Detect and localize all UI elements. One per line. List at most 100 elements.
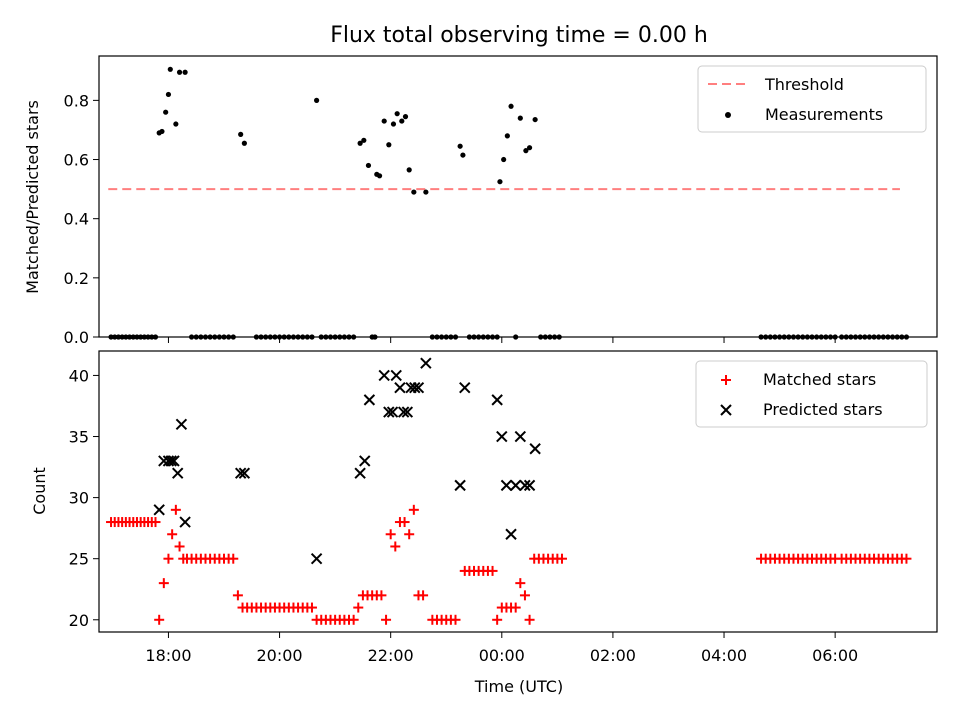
cross-b <box>179 516 191 528</box>
cross-b <box>401 406 414 418</box>
measurement-point <box>508 103 514 109</box>
measurement-point <box>381 118 387 124</box>
predicted-point <box>383 406 395 418</box>
predicted-points <box>153 357 541 565</box>
predicted-point <box>179 516 191 528</box>
matched-point <box>163 553 174 564</box>
matched-point <box>390 541 401 552</box>
top-y-tick-label: 0.2 <box>64 269 89 288</box>
top-y-tick-label: 0.8 <box>64 91 89 110</box>
bottom-y-tick-label: 25 <box>69 550 89 569</box>
predicted-point <box>505 528 517 540</box>
matched-point <box>399 517 410 528</box>
cross-b <box>523 479 536 492</box>
cross-b <box>359 455 371 467</box>
bottom-panel: 20 25 30 35 40 18:00 20:00 22:00 00:00 02:00 04:0… <box>30 350 938 696</box>
predicted-point <box>175 418 188 431</box>
measurement-point <box>526 145 533 151</box>
matched-point <box>376 590 387 601</box>
predicted-point <box>354 467 366 479</box>
measurement-point <box>376 173 383 179</box>
matched-point <box>901 553 912 564</box>
cross-b <box>175 418 188 431</box>
cross-b <box>390 369 402 382</box>
legend-matched-swatch <box>721 375 731 385</box>
predicted-point <box>172 467 184 479</box>
cross-b <box>234 467 247 479</box>
top-y-tick-label: 0.0 <box>64 328 89 347</box>
measurement-point <box>402 114 409 120</box>
cross-b <box>409 381 421 394</box>
measurement-point <box>399 118 405 124</box>
matched-point <box>450 614 461 625</box>
cross-b <box>491 394 503 406</box>
measurement-point <box>361 137 367 143</box>
predicted-point <box>412 381 425 394</box>
legend-matched-marker <box>721 375 731 385</box>
bottom-x-tick-label: 22:00 <box>368 646 414 665</box>
measurement-point <box>460 152 466 158</box>
matched-point <box>404 529 415 540</box>
measurement-point <box>386 142 392 148</box>
matched-point <box>510 602 521 613</box>
matched-point <box>524 614 535 625</box>
cross-b <box>459 381 471 394</box>
x-axis-label: Time (UTC) <box>474 677 563 696</box>
matched-point <box>232 590 243 601</box>
matched-point <box>228 553 239 564</box>
predicted-point <box>459 381 471 394</box>
predicted-point <box>390 369 402 382</box>
matched-point <box>154 614 165 625</box>
predicted-point <box>153 504 165 516</box>
matched-point <box>385 529 396 540</box>
cross-b <box>496 430 508 443</box>
bottom-y-tick-label: 35 <box>69 428 89 447</box>
cross-b <box>500 479 513 492</box>
bottom-x-tick-label: 20:00 <box>257 646 303 665</box>
bottom-axes-frame <box>98 350 938 633</box>
cross-b <box>165 455 177 467</box>
top-legend: Threshold Measurements <box>697 65 927 133</box>
measurement-point <box>173 121 179 127</box>
cross-b <box>383 406 395 418</box>
top-y-axis-label: Matched/Predicted stars <box>23 100 42 294</box>
cross-b <box>378 369 390 382</box>
cross-b <box>420 357 432 369</box>
bottom-y-tick-label: 30 <box>69 489 89 508</box>
legend-measurement-swatch <box>725 112 731 118</box>
matched-point <box>170 504 181 515</box>
bottom-x-tick-label: 04:00 <box>701 646 747 665</box>
predicted-point <box>401 406 414 418</box>
matched-point <box>353 602 364 613</box>
legend-predicted-label: Predicted stars <box>763 400 883 419</box>
predicted-point <box>496 430 508 443</box>
matched-point <box>418 590 429 601</box>
matched-point <box>408 504 419 515</box>
bottom-x-tick-label: 00:00 <box>479 646 525 665</box>
measurement-point <box>504 133 510 139</box>
matched-point <box>306 602 317 613</box>
predicted-point <box>234 467 247 479</box>
matched-point <box>492 614 503 625</box>
predicted-point <box>394 381 406 394</box>
cross-b <box>514 430 527 443</box>
measurement-point <box>501 156 507 163</box>
cross-b <box>454 479 466 492</box>
predicted-point <box>491 394 503 406</box>
cross-b <box>519 479 531 492</box>
bottom-x-tick-label: 06:00 <box>812 646 858 665</box>
cross-b <box>354 467 366 479</box>
legend-predicted-swatch <box>720 404 732 416</box>
measurement-point <box>167 66 173 72</box>
cross-b <box>505 528 517 540</box>
top-y-ticks: 0.0 0.2 0.4 0.6 0.8 <box>64 91 99 347</box>
measurement-point <box>314 97 320 103</box>
cross-b <box>386 406 399 418</box>
predicted-point <box>409 381 421 394</box>
measurement-point <box>165 91 172 98</box>
predicted-point <box>397 406 410 418</box>
bottom-y-ticks: 20 25 30 35 40 <box>69 366 99 630</box>
legend-threshold-label: Threshold <box>764 75 844 94</box>
bottom-legend-frame <box>695 360 928 428</box>
